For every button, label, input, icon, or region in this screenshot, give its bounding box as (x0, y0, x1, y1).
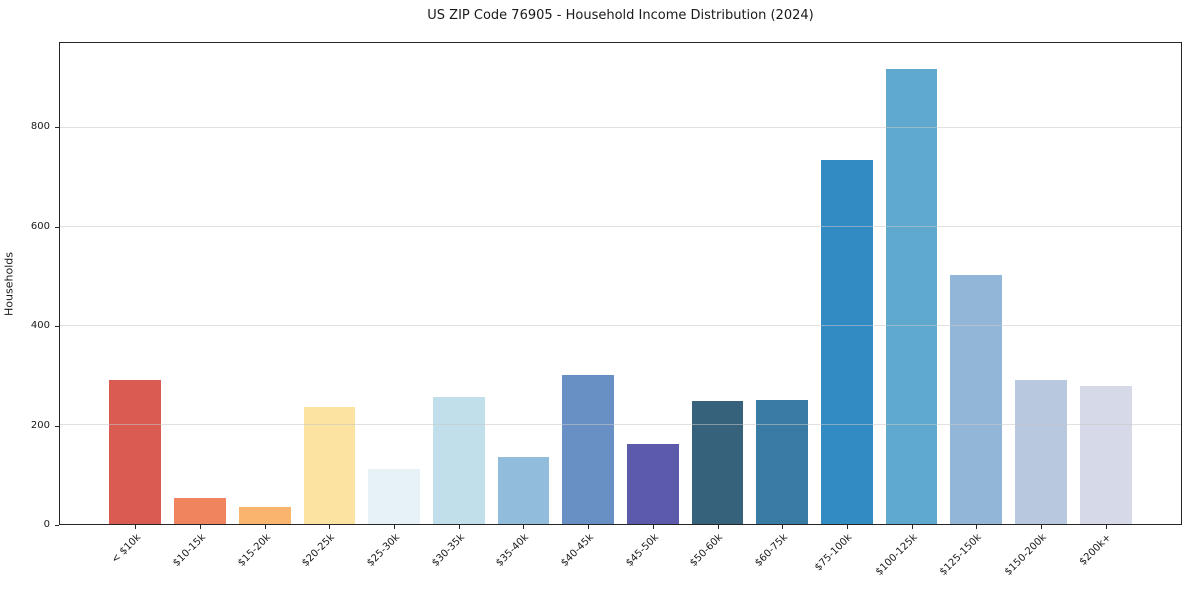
bar-slot: $15-20k (232, 43, 297, 569)
y-tick-label: 800 (30, 121, 50, 133)
x-tick-mark (976, 525, 978, 529)
bar-slot: $125-150k (938, 43, 1009, 578)
bar-slot: $25-30k (362, 43, 427, 569)
plot-area: < $10k $10-15k $15-20k $20-25k $25-30k $30-35… (59, 42, 1182, 578)
bar-slot: $35-40k (491, 43, 556, 569)
x-tick-mark (782, 525, 784, 529)
bar-slot: $30-35k (426, 43, 491, 569)
y-tick-mark (55, 525, 59, 526)
x-tick-label: $100-125k (873, 532, 920, 578)
bar (562, 375, 615, 524)
bar (368, 468, 420, 524)
x-tick-mark (394, 525, 396, 529)
bar (626, 444, 679, 524)
x-tick-mark (200, 525, 202, 529)
x-tick-mark (135, 525, 137, 529)
bar (1079, 386, 1132, 524)
x-tick-label: $125-150k (938, 532, 985, 578)
x-tick-mark (846, 525, 848, 529)
bar-slot: $10-15k (168, 43, 233, 569)
x-tick-mark (1105, 525, 1107, 529)
bar (174, 498, 226, 524)
x-tick-mark (652, 525, 654, 529)
chart-title: US ZIP Code 76905 - Household Income Dis… (427, 8, 814, 23)
x-tick-label: $60-75k (753, 532, 790, 569)
bar (1015, 380, 1067, 524)
x-tick-label: $150-200k (1002, 532, 1049, 578)
x-tick-mark (523, 525, 525, 529)
bar (303, 406, 356, 524)
x-tick-label: $200k+ (1077, 532, 1114, 568)
bar (950, 274, 1003, 524)
x-tick-mark (264, 525, 266, 529)
x-tick-label: $25-30k (364, 532, 402, 569)
bar-slot: $100-125k (873, 43, 944, 578)
y-tick-mark (55, 425, 59, 427)
bar (691, 400, 744, 524)
x-tick-label: $40-45k (559, 532, 596, 569)
y-axis-label: Households (2, 252, 16, 316)
bar-slot: $20-25k (297, 43, 362, 569)
bar-slot: < $10k (103, 43, 168, 566)
y-tick-label: 200 (30, 419, 50, 431)
y-tick-mark (55, 326, 59, 328)
x-tick-mark (911, 525, 913, 529)
bar (238, 506, 291, 524)
x-tick-mark (1040, 525, 1042, 529)
bar-slot: $200k+ (1073, 43, 1138, 568)
x-tick-mark (588, 525, 590, 529)
bar (756, 399, 809, 524)
y-tick-label: 600 (30, 220, 50, 232)
bar-series: < $10k $10-15k $15-20k $20-25k $25-30k $30-35… (60, 43, 1181, 578)
x-tick-mark (717, 525, 719, 529)
bar-slot: $75-100k (813, 43, 880, 573)
x-tick-label: $20-25k (300, 532, 338, 569)
bar (432, 397, 485, 524)
bar (109, 379, 162, 524)
x-tick-label: $45-50k (623, 532, 661, 569)
x-tick-mark (329, 525, 331, 529)
x-tick-label: $15-20k (235, 532, 273, 569)
bar-slot: $50-60k (685, 43, 750, 569)
y-tick-mark (55, 127, 59, 129)
bar-slot: $40-45k (556, 43, 621, 569)
bar-slot: $45-50k (621, 43, 686, 569)
bar (821, 160, 873, 524)
x-tick-label: $35-40k (494, 532, 532, 569)
bar-slot: $150-200k (1003, 43, 1074, 578)
x-tick-label: $50-60k (688, 532, 726, 569)
x-tick-label: $75-100k (813, 532, 855, 574)
y-tick-label: 0 (43, 519, 50, 530)
x-tick-label: $10-15k (170, 532, 208, 569)
bar (497, 456, 550, 524)
x-tick-label: $30-35k (429, 532, 467, 569)
x-tick-label: < $10k (109, 532, 144, 566)
bar (885, 69, 938, 524)
x-tick-mark (458, 525, 460, 529)
y-tick-label: 400 (30, 320, 50, 332)
y-tick-mark (55, 226, 59, 228)
bar-slot: $60-75k (750, 43, 815, 569)
